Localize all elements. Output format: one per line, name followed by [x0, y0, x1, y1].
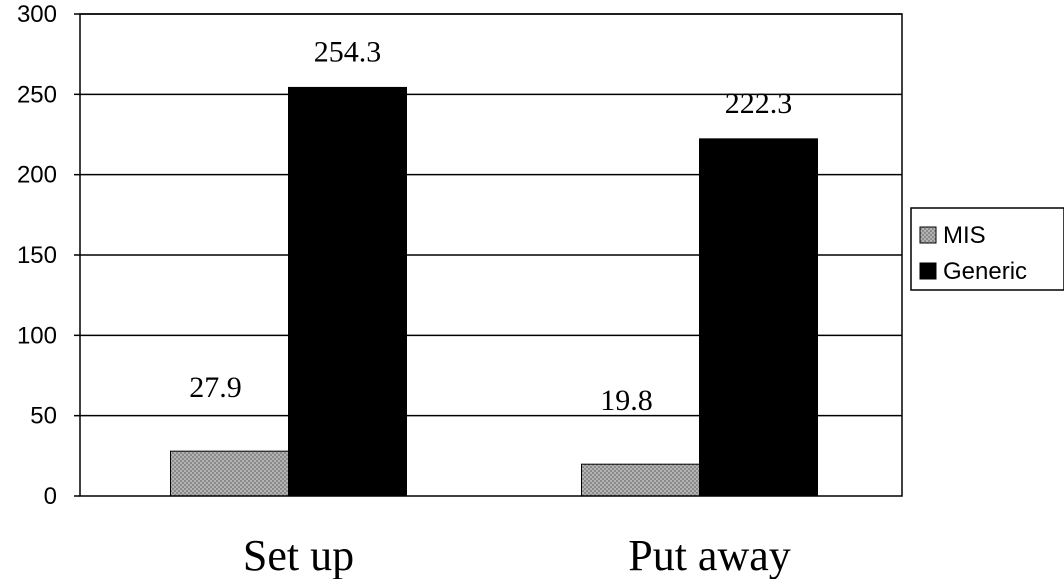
y-tick-label: 300 [17, 1, 57, 28]
bar-generic-set-up [288, 86, 407, 497]
x-category-label: Put away [628, 531, 791, 579]
bar-generic-put-away [699, 138, 818, 497]
legend-label: MIS [943, 222, 986, 249]
y-tick-label: 150 [17, 242, 57, 269]
legend-swatch-mis [919, 226, 937, 244]
data-label: 19.8 [600, 384, 653, 417]
data-label: 27.9 [189, 371, 242, 404]
data-label: 222.3 [725, 87, 793, 120]
y-tick-label: 250 [17, 81, 57, 108]
x-category-label: Set up [243, 531, 354, 579]
y-tick-label: 0 [44, 483, 57, 510]
bar-mis-set-up [170, 450, 289, 497]
y-tick-label: 50 [30, 403, 57, 430]
plot-frame [79, 13, 903, 497]
legend-label: Generic [943, 258, 1027, 285]
legend-swatch-generic [919, 262, 937, 280]
y-tick-label: 200 [17, 162, 57, 189]
y-tick-label: 100 [17, 322, 57, 349]
bar-mis-put-away [581, 463, 700, 497]
data-label: 254.3 [314, 35, 382, 68]
legend: MIS Generic [910, 207, 1064, 291]
